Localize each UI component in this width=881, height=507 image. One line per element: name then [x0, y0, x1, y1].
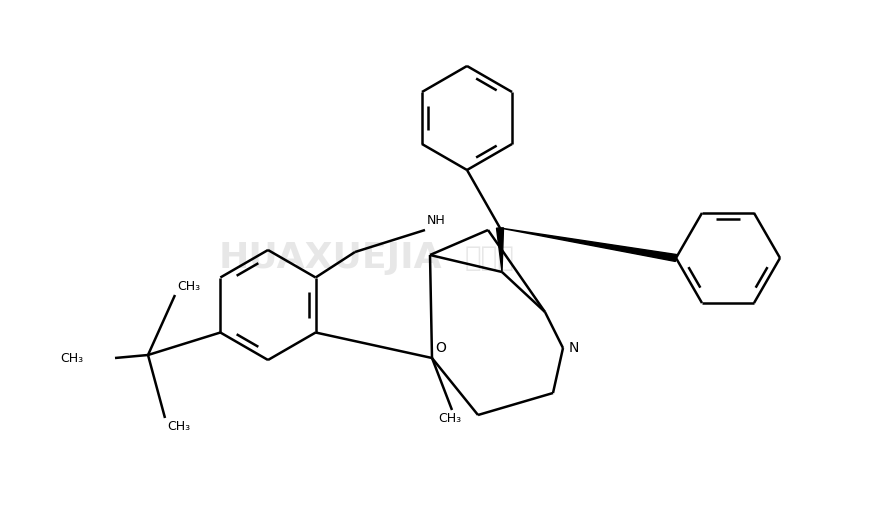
Text: CH₃: CH₃: [167, 420, 190, 433]
Polygon shape: [497, 228, 504, 272]
Text: NH: NH: [427, 214, 446, 227]
Text: CH₃: CH₃: [439, 412, 462, 424]
Text: N: N: [569, 341, 580, 355]
Polygon shape: [500, 228, 677, 262]
Text: HUAXUEJIA: HUAXUEJIA: [218, 241, 441, 275]
Text: 化学加: 化学加: [465, 244, 515, 272]
Text: O: O: [435, 341, 446, 355]
Text: CH₃: CH₃: [60, 351, 83, 365]
Text: CH₃: CH₃: [177, 280, 200, 293]
